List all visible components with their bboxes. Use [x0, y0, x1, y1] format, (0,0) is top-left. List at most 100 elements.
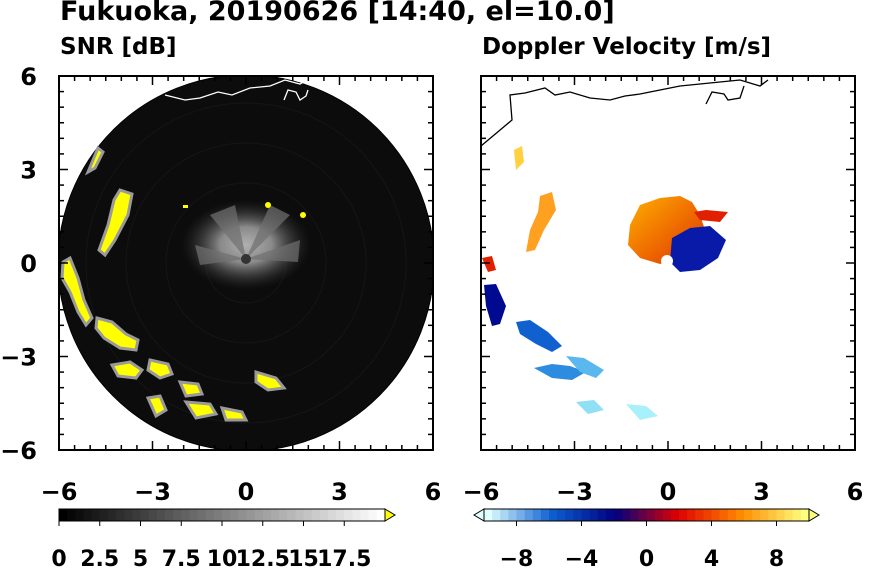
snr-colorbar-cell [368, 509, 378, 521]
figure-title: Fukuoka, 20190626 [14:40, el=10.0] [60, 0, 615, 27]
snr-panel-title: SNR [dB] [60, 34, 177, 60]
velocity-colorbar-cell [565, 509, 574, 521]
velocity-colorbar-label: 0 [639, 547, 654, 570]
snr-xtick-label: −3 [134, 478, 171, 506]
velocity-panel [481, 79, 769, 420]
velocity-colorbar-cell [752, 509, 761, 521]
snr-colorbar-cell [270, 509, 280, 521]
snr-colorbar-cell [59, 509, 68, 521]
snr-colorbar-label: 0 [51, 547, 66, 570]
velocity-colorbar-cell [589, 509, 599, 521]
snr-colorbar-cell [75, 509, 84, 521]
velocity-colorbar-cell [792, 509, 802, 521]
velocity-xtick-label: −6 [463, 478, 500, 506]
velocity-colorbar-cell [500, 509, 509, 521]
snr-xtick-label: 3 [331, 478, 348, 506]
velocity-colorbar-label: −8 [500, 547, 534, 570]
snr-colorbar-cell [319, 509, 329, 521]
snr-colorbar-cell [230, 509, 239, 521]
snr-colorbar-cell [116, 509, 125, 521]
velocity-west-band [526, 192, 556, 252]
velocity-colorbar-cell [768, 509, 777, 521]
velocity-colorbar-cell [622, 509, 631, 521]
velocity-colorbar-cell [549, 509, 558, 521]
velocity-colorbar-cell [727, 509, 737, 521]
velocity-colorbar-cell [540, 509, 550, 521]
snr-colorbar-cell [222, 509, 231, 521]
snr-colorbar-cell [181, 509, 190, 521]
snr-colorbar-cell [287, 509, 296, 521]
velocity-colorbar-cell [646, 509, 656, 521]
velocity-colorbar-cell [703, 509, 712, 521]
velocity-colorbar-cell [776, 509, 786, 521]
velocity-colorbar-cell [760, 509, 769, 521]
snr-colorbar-cell [107, 509, 117, 521]
velocity-colorbar-cell [614, 509, 623, 521]
velocity-approaching [670, 226, 726, 272]
velocity-colorbar-cell [784, 509, 794, 521]
velocity-colorbar-cell [662, 509, 672, 521]
velocity-colorbar-cell [492, 509, 501, 521]
velocity-xtick-label: 3 [753, 478, 770, 506]
velocity-colorbar-cell [735, 509, 745, 521]
snr-coastline [164, 76, 341, 101]
snr-ytick-label: −3 [0, 344, 37, 372]
velocity-colorbar-cell [597, 509, 607, 521]
snr-colorbar-cell [360, 509, 370, 521]
velocity-colorbar-cell [800, 509, 810, 521]
velocity-panel-title: Doppler Velocity [m/s] [482, 34, 772, 60]
snr-colorbar-cell [327, 509, 337, 521]
snr-colorbar-cell [140, 509, 150, 521]
velocity-xtick-label: 6 [847, 478, 864, 506]
snr-colorbar-extend [384, 508, 396, 522]
snr-colorbar-cell [303, 509, 313, 521]
velocity-colorbar-cell [695, 509, 704, 521]
snr-colorbar-cell [295, 509, 304, 521]
snr-colorbar-cell [336, 509, 345, 521]
snr-colorbar-cell [352, 509, 362, 521]
snr-colorbar-cell [311, 509, 321, 521]
velocity-colorbar-cell [532, 509, 542, 521]
velocity-colorbar-cell [484, 509, 493, 521]
snr-colorbar-cell [254, 509, 264, 521]
snr-colorbar-label: 5 [133, 547, 148, 570]
velocity-colorbar-label: −4 [565, 547, 599, 570]
snr-colorbar-cell [148, 509, 158, 521]
velocity-colorbar-cell [711, 509, 721, 521]
velocity-receding [628, 196, 705, 264]
velocity-colorbar-cell [679, 509, 688, 521]
snr-colorbar-label: 12.5 [236, 547, 290, 570]
snr-echo-small [183, 202, 306, 218]
velocity-colorbar-cell [581, 509, 591, 521]
snr-colorbar-cell [205, 509, 215, 521]
velocity-colorbar-cell [687, 509, 696, 521]
snr-colorbar-cell [279, 509, 288, 521]
snr-colorbar-cell [197, 509, 207, 521]
snr-colorbar-label: 2.5 [80, 547, 119, 570]
snr-echo-southwest [109, 358, 287, 422]
snr-colorbar-cell [83, 509, 93, 521]
snr-ytick-label: 6 [20, 63, 37, 91]
velocity-colorbar-label: 4 [704, 547, 719, 570]
velocity-colorbar-cell [670, 509, 680, 521]
velocity-colorbar-cell [719, 509, 729, 521]
velocity-colorbar-cell [744, 509, 753, 521]
snr-colorbar-label: 7.5 [162, 547, 201, 570]
velocity-colorbar-cell [524, 509, 534, 521]
snr-colorbar-label: 10 [207, 547, 238, 570]
velocity-colorbar-extend-high [808, 508, 820, 522]
snr-colorbar-cell [156, 509, 166, 521]
snr-colorbar-cell [344, 509, 353, 521]
snr-colorbar-cell [132, 509, 141, 521]
snr-ytick-label: 0 [20, 250, 37, 278]
snr-colorbar-cell [238, 509, 247, 521]
snr-colorbar-cell [124, 509, 133, 521]
velocity-colorbar-cell [630, 509, 639, 521]
velocity-colorbar-cell [573, 509, 582, 521]
snr-colorbar-cell [173, 509, 182, 521]
snr-colorbar-cell [262, 509, 272, 521]
snr-xtick-label: 6 [425, 478, 442, 506]
snr-colorbar-label: 17.5 [317, 547, 371, 570]
snr-colorbar-cell [164, 509, 174, 521]
